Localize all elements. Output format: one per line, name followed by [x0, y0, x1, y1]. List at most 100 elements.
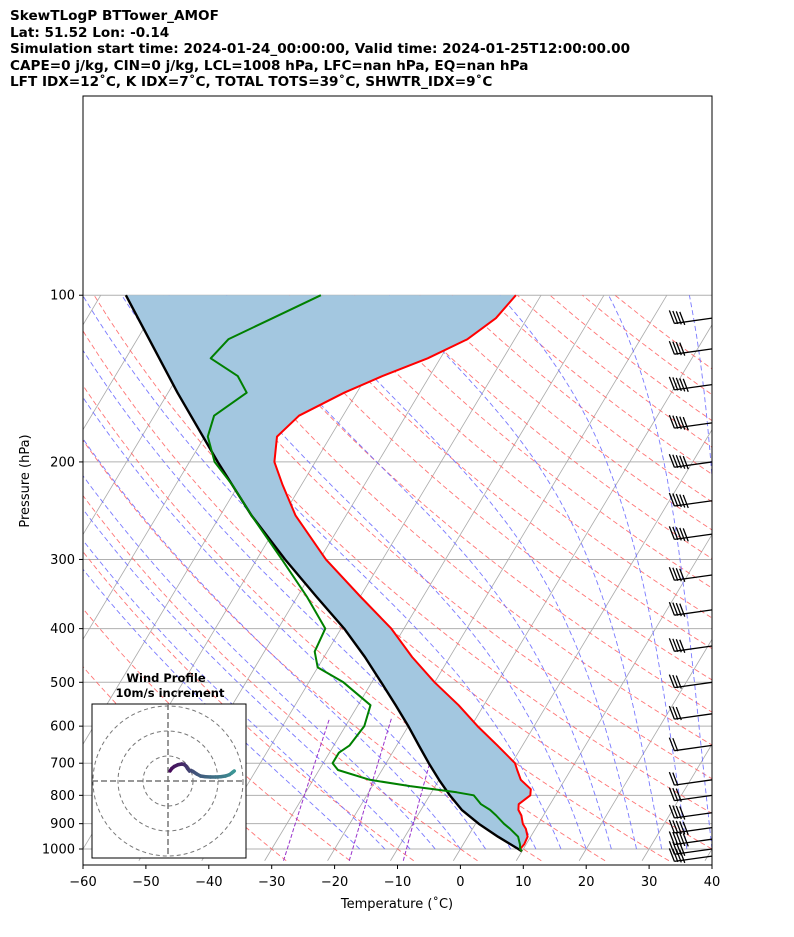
wind-barbs [668, 310, 713, 864]
profile-layer [124, 294, 532, 853]
isotherm-line [515, 533, 712, 861]
wind-barb-flag [675, 527, 682, 541]
wind-barb-flag [668, 601, 675, 616]
wind-barb-flag [672, 772, 679, 786]
dry-adiabat-line [256, 294, 712, 681]
dry-adiabat-line [83, 384, 606, 862]
dry-adiabat-line [83, 330, 670, 862]
wind-barb-flag [679, 639, 686, 654]
inset-title: Wind Profile [126, 671, 206, 685]
wind-barb-flag [675, 377, 682, 392]
time-line: Simulation start time: 2024-01-24_00:00:… [10, 41, 631, 57]
moist-adiabat-line [168, 294, 587, 850]
wind-barb [668, 376, 713, 393]
moist-adiabat-line [389, 294, 663, 850]
wind-barb [668, 737, 713, 752]
wind-barb-flag [672, 567, 679, 581]
wind-barb-flag [672, 526, 679, 541]
wind-barb-flag [675, 788, 682, 802]
wind-barb-flag [679, 568, 686, 582]
wind-barb-flag [675, 805, 682, 820]
x-tick-label: −40 [195, 875, 222, 890]
wind-barb [668, 771, 713, 786]
wind-barb [668, 804, 713, 820]
y-tick-label: 100 [50, 289, 75, 304]
wind-barb-flag [668, 376, 675, 391]
wind-barb [668, 340, 713, 356]
dry-adiabat-line [484, 294, 712, 475]
dry-adiabat-line [321, 294, 712, 619]
wind-barb-flag [668, 804, 675, 819]
wind-barb-flag [675, 832, 682, 846]
x-tick-label: 20 [578, 875, 595, 890]
y-tick-label: 500 [50, 676, 75, 691]
wind-barb [668, 492, 713, 509]
isotherm-line [264, 295, 605, 861]
wind-barb-flag [668, 848, 675, 862]
wind-barb-flag [679, 821, 686, 835]
wind-barb-flag [668, 674, 675, 688]
x-tick-label: −30 [258, 875, 285, 890]
x-tick-label: −60 [69, 875, 96, 890]
isotherm-line [327, 295, 668, 861]
wind-barb-flag [679, 494, 686, 508]
moist-adiabat-line [608, 294, 712, 850]
wind-barb-flag [668, 638, 675, 652]
wind-barb-flag [668, 831, 675, 845]
y-tick-label: 800 [50, 789, 75, 804]
temperature-line [273, 294, 532, 852]
dry-adiabat-line [83, 439, 542, 862]
wind-barb-flag [672, 820, 679, 834]
wind-barb-staff [674, 779, 713, 786]
moist-adiabat-line [83, 474, 436, 850]
wind-barb-flag [668, 526, 675, 540]
isotherm-line [83, 295, 227, 536]
hodograph-segment [231, 769, 236, 774]
wind-barb-flag [668, 453, 675, 468]
y-tick-label: 400 [50, 622, 75, 637]
wind-barb-flag [679, 806, 686, 820]
wind-barb [668, 601, 713, 617]
x-tick-label: 40 [704, 875, 721, 890]
wind-barb-flag [682, 528, 689, 542]
dry-adiabat-line [83, 494, 478, 862]
wind-barb-flag [682, 378, 689, 393]
wind-barb-flag [679, 527, 686, 542]
wind-profile-inset: Wind Profile 10m/s increment [91, 671, 247, 859]
wind-barb-flag [672, 706, 679, 720]
wind-barb-flag [672, 377, 679, 391]
moist-adiabat-line [121, 294, 562, 850]
wind-barb-flag [668, 414, 675, 429]
x-tick-label: −10 [384, 875, 411, 890]
wind-barb-flag [675, 311, 682, 325]
wind-barb-flag [675, 567, 682, 582]
wind-barb-flag [672, 737, 679, 752]
y-tick-label: 600 [50, 720, 75, 735]
wind-barb-flag [672, 787, 679, 802]
wind-barb-flag [668, 841, 675, 855]
x-tick-label: 0 [456, 875, 464, 890]
wind-barb [668, 638, 713, 654]
wind-barb-flag [672, 493, 679, 507]
wind-barb-flag [679, 378, 686, 392]
y-tick-label: 1000 [42, 843, 75, 858]
wind-barb-flag [675, 493, 682, 508]
wind-barb-flag [668, 310, 675, 324]
dry-adiabat-line [354, 294, 712, 589]
y-axis-label: Pressure (hPa) [18, 434, 33, 527]
wind-barb-staff [674, 744, 713, 752]
isotherm-line [641, 743, 712, 861]
mixing-ratio-line [283, 717, 331, 861]
wind-barb [668, 705, 713, 721]
wind-barb-flag [672, 805, 679, 819]
y-tick-label: 900 [50, 817, 75, 832]
indices-line-2: LFT IDX=12˚C, K IDX=7˚C, TOTAL TOTS=39˚C… [10, 74, 493, 90]
moist-adiabat-line [83, 349, 512, 850]
wind-barb-flag [675, 820, 682, 835]
x-axis-label: Temperature (˚C) [340, 896, 453, 912]
wind-barb-flag [672, 454, 679, 468]
wind-barb-flag [668, 787, 675, 801]
wind-barb-flag [682, 833, 689, 847]
plot-title: SkewTLogP BTTower_AMOF [10, 8, 219, 24]
